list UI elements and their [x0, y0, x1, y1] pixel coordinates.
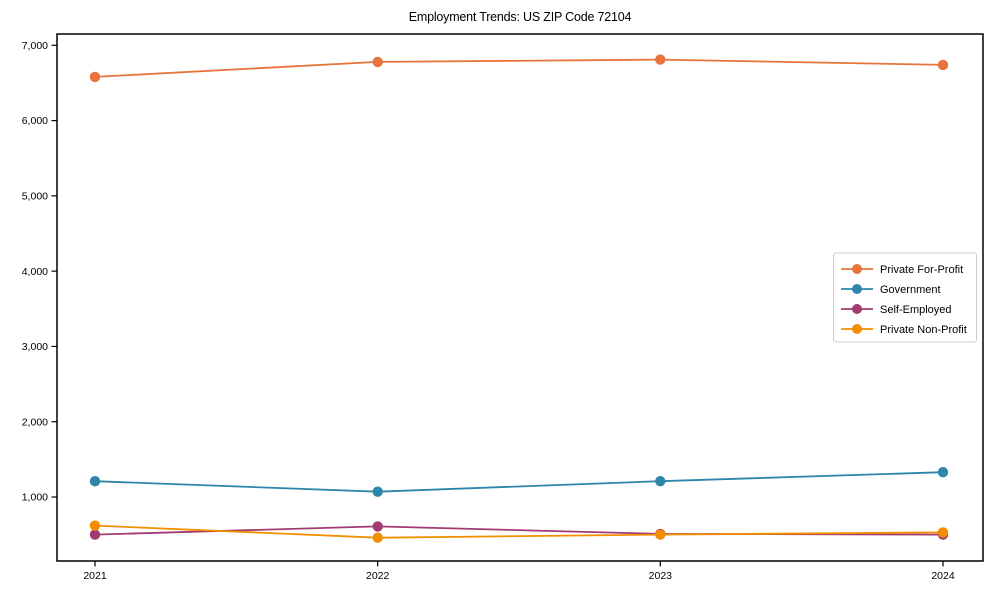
chart-title: Employment Trends: US ZIP Code 72104 — [408, 10, 632, 24]
plot-frame — [56, 33, 984, 562]
data-point-marker-private-for-profit — [655, 54, 666, 65]
data-point-marker-self-employed — [89, 529, 101, 540]
legend-swatch-marker — [852, 304, 862, 314]
legend-swatch-marker — [852, 264, 862, 274]
data-point-marker-private-for-profit — [372, 56, 383, 68]
series-line-private-for-profit — [94, 58, 944, 78]
data-point-marker-private-non-profit — [937, 527, 949, 538]
data-point-marker-government — [937, 467, 949, 478]
x-axis-tick-label: 2022 — [366, 570, 390, 582]
legend-label: Self-Employed — [880, 304, 952, 316]
y-axis-tick-label: 6,000 — [22, 115, 48, 127]
y-axis-tick-label: 5,000 — [22, 190, 48, 202]
series-line-private-non-profit — [94, 524, 944, 539]
data-point-marker-private-for-profit — [937, 59, 949, 71]
legend-swatch-marker — [852, 284, 862, 294]
data-point-marker-government — [372, 486, 383, 497]
data-point-marker-private-non-profit — [372, 532, 383, 543]
legend: Private For-Profit Government Self-Employe… — [833, 252, 977, 343]
data-point-marker-self-employed — [372, 521, 383, 532]
legend-swatch-marker — [852, 324, 862, 334]
data-point-marker-private-non-profit — [655, 529, 666, 540]
legend-label: Private Non-Profit — [880, 324, 967, 336]
x-axis-tick-label: 2024 — [931, 570, 955, 582]
y-axis-tick-label: 4,000 — [22, 266, 48, 278]
y-axis-tick-label: 3,000 — [22, 341, 48, 353]
y-axis-tick-label: 7,000 — [22, 40, 48, 52]
x-axis-tick-label: 2023 — [649, 570, 673, 582]
series-line-government — [94, 471, 944, 493]
data-point-marker-government — [89, 476, 101, 487]
legend-label: Private For-Profit — [880, 264, 963, 276]
legend-box — [833, 252, 977, 343]
x-axis-tick-label: 2021 — [83, 570, 107, 582]
data-point-marker-private-non-profit — [89, 520, 101, 531]
y-axis-tick-label: 2,000 — [22, 416, 48, 428]
data-point-marker-private-for-profit — [89, 71, 101, 83]
legend-label: Government — [880, 284, 941, 296]
y-axis-tick-label: 1,000 — [22, 492, 48, 504]
data-point-marker-government — [655, 476, 666, 487]
